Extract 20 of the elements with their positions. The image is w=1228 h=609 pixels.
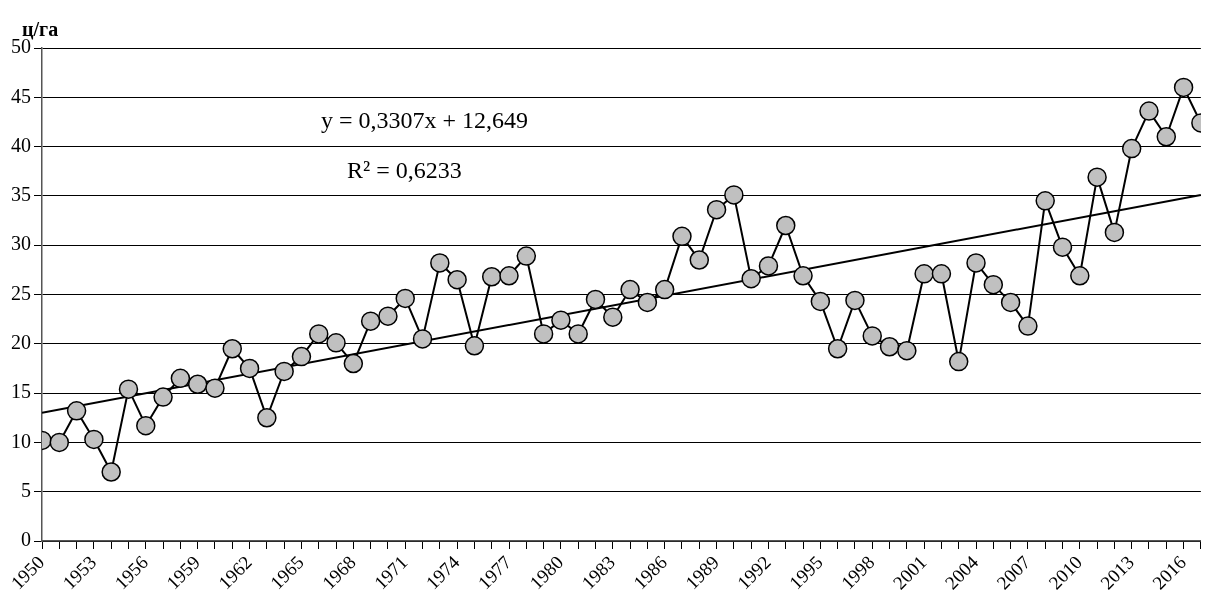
x-tick-label: 1953 xyxy=(58,551,101,594)
y-tick-label: 0 xyxy=(21,528,31,551)
y-tick-label: 20 xyxy=(11,331,31,354)
y-tick-label: 5 xyxy=(21,478,31,501)
x-tick-label: 1962 xyxy=(214,551,256,594)
annotation: y = 0,3307x + 12,649 xyxy=(320,107,528,134)
y-tick-label: 35 xyxy=(11,183,31,206)
x-tick-label: 1971 xyxy=(369,551,412,594)
x-tick-label: 1950 xyxy=(6,551,49,594)
annotation: R² = 0,6233 xyxy=(347,156,462,183)
x-tick-label: 1992 xyxy=(733,551,775,594)
y-tick-label: 10 xyxy=(11,429,31,452)
y-tick-label: 40 xyxy=(11,133,31,156)
y-tick-label: 15 xyxy=(11,380,31,403)
y-tick-label: 45 xyxy=(11,84,31,107)
y-tick-label: 25 xyxy=(11,281,31,304)
x-tick-label: 1989 xyxy=(681,551,723,594)
x-tick-label: 1980 xyxy=(525,551,568,594)
y-tick-label: 30 xyxy=(11,232,31,255)
x-tick-label: 1959 xyxy=(162,551,205,594)
